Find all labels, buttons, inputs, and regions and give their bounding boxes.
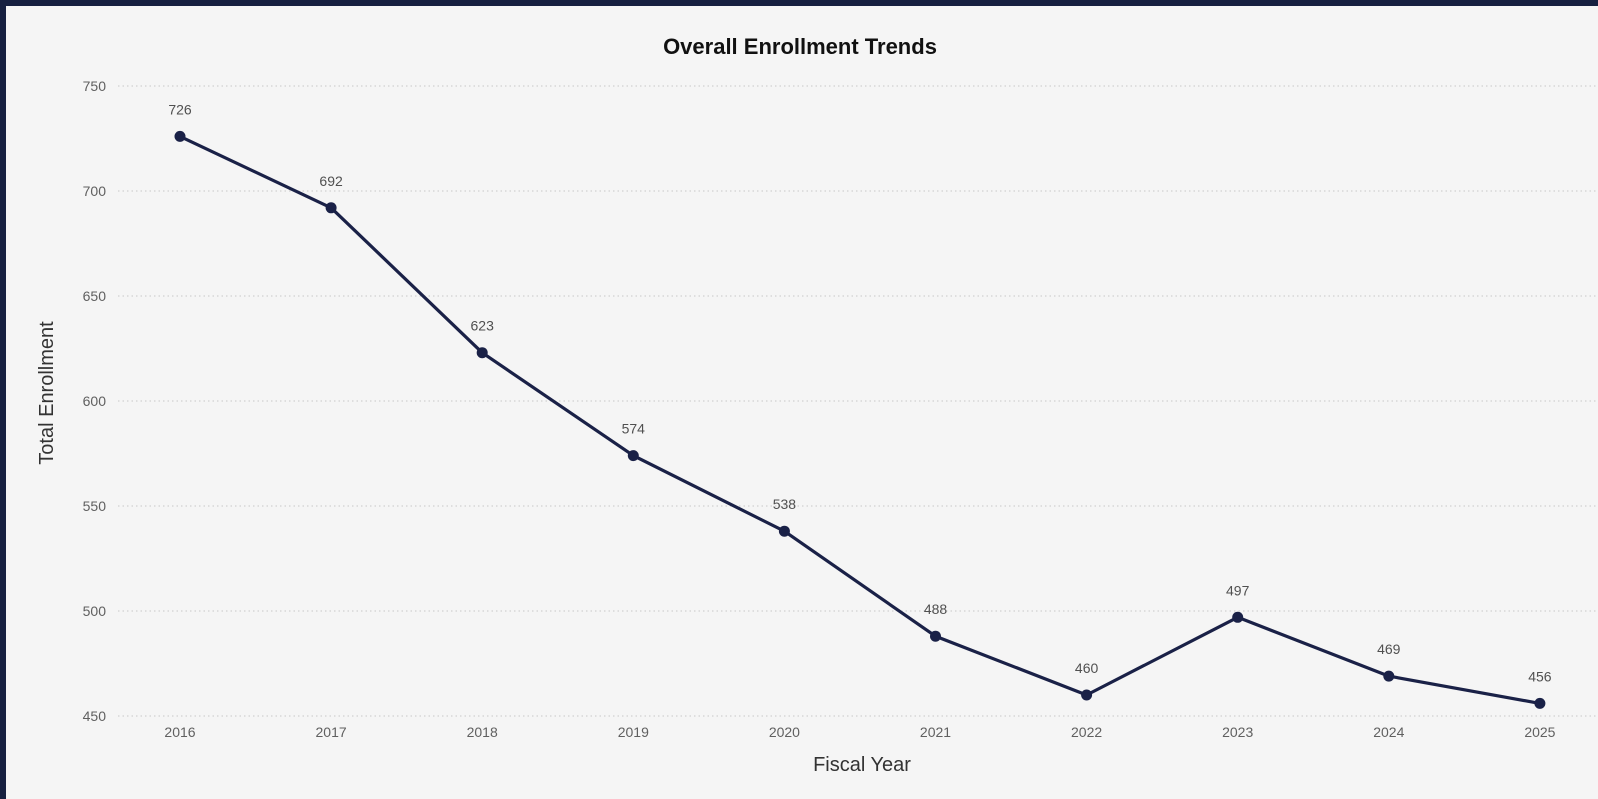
data-point bbox=[1383, 670, 1395, 682]
x-tick-label: 2022 bbox=[1071, 724, 1102, 740]
y-tick-label: 450 bbox=[83, 708, 107, 724]
y-tick-label: 550 bbox=[83, 498, 107, 514]
y-tick-label: 750 bbox=[83, 78, 107, 94]
gridlines bbox=[118, 85, 1598, 717]
data-label: 692 bbox=[319, 173, 343, 189]
x-tick-label: 2025 bbox=[1524, 724, 1555, 740]
data-label: 460 bbox=[1075, 660, 1099, 676]
data-point bbox=[476, 347, 488, 359]
data-label: 456 bbox=[1528, 668, 1552, 684]
data-label: 497 bbox=[1226, 582, 1250, 598]
data-label: 488 bbox=[924, 601, 948, 617]
data-point bbox=[627, 450, 639, 462]
y-axis-title: Total Enrollment bbox=[36, 321, 58, 465]
data-labels: 726 692 623 574 538 488 460 497 469 456 bbox=[168, 101, 1551, 684]
data-point bbox=[325, 202, 337, 214]
x-tick-label: 2017 bbox=[316, 724, 347, 740]
x-axis-title: Fiscal Year bbox=[813, 754, 911, 776]
x-tick-label: 2018 bbox=[467, 724, 498, 740]
y-tick-label: 500 bbox=[83, 603, 107, 619]
data-point bbox=[1081, 689, 1093, 701]
data-label: 538 bbox=[773, 496, 797, 512]
y-tick-label: 650 bbox=[83, 288, 107, 304]
y-tick-label: 700 bbox=[83, 183, 107, 199]
series-layer bbox=[174, 130, 1546, 709]
data-label: 623 bbox=[471, 318, 495, 334]
data-label: 726 bbox=[168, 101, 192, 117]
x-tick-label: 2019 bbox=[618, 724, 649, 740]
series-line bbox=[179, 134, 1541, 705]
x-tick-label: 2020 bbox=[769, 724, 800, 740]
data-label: 469 bbox=[1377, 641, 1401, 657]
chart-title: Overall Enrollment Trends bbox=[663, 34, 937, 59]
y-axis-ticks: 450 500 550 600 650 700 750 bbox=[83, 78, 107, 724]
x-tick-label: 2021 bbox=[920, 724, 951, 740]
data-point bbox=[930, 630, 941, 642]
x-tick-label: 2016 bbox=[164, 724, 195, 740]
data-point bbox=[174, 130, 186, 142]
x-tick-label: 2024 bbox=[1373, 724, 1404, 740]
x-axis-ticks: 2016 2017 2018 2019 2020 2021 2022 2023 2024 2025 bbox=[164, 724, 1555, 740]
data-point bbox=[778, 525, 790, 537]
data-point bbox=[1232, 611, 1244, 623]
data-label: 574 bbox=[622, 421, 646, 437]
y-tick-label: 600 bbox=[83, 393, 107, 409]
x-tick-label: 2023 bbox=[1222, 724, 1253, 740]
data-point bbox=[1534, 697, 1546, 709]
